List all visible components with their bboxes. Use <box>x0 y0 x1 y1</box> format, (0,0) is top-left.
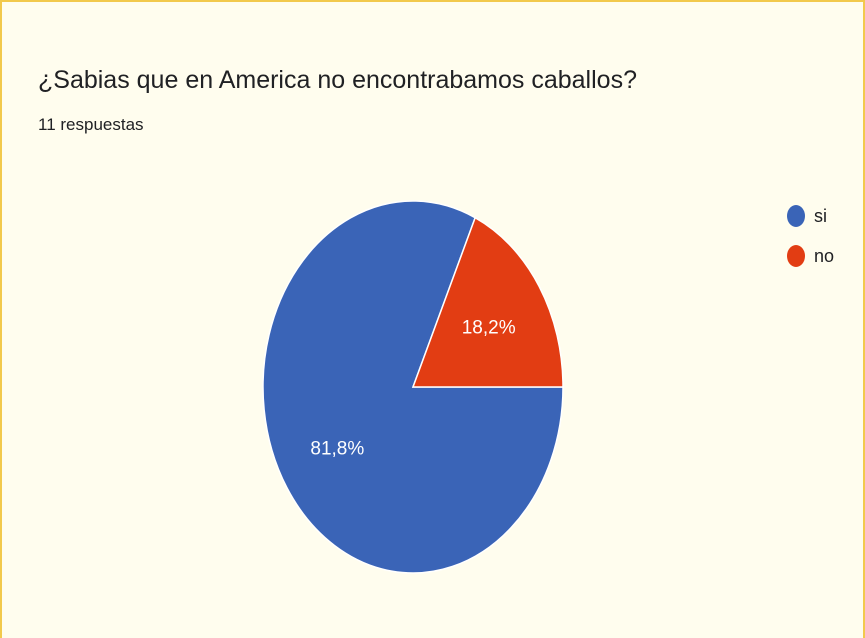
legend-label-si: si <box>814 206 827 226</box>
legend-label-no: no <box>814 246 834 266</box>
legend-swatch-si <box>787 205 805 227</box>
response-count: 11 respuestas <box>38 115 144 134</box>
legend-item-si[interactable]: si <box>787 205 827 227</box>
pie-slice-labels: 81,8% 18,2% <box>310 318 515 460</box>
chart-title: ¿Sabias que en America no encontrabamos … <box>38 66 637 94</box>
legend-swatch-no <box>787 245 805 267</box>
legend-item-no[interactable]: no <box>787 245 834 267</box>
pie-slice-no[interactable] <box>411 216 564 388</box>
chart-legend[interactable]: si no <box>787 205 834 267</box>
pie-slices <box>262 200 564 574</box>
pie-slice-label-no: 18,2% <box>462 318 516 339</box>
pie-slice-label-si: 81,8% <box>310 438 364 459</box>
